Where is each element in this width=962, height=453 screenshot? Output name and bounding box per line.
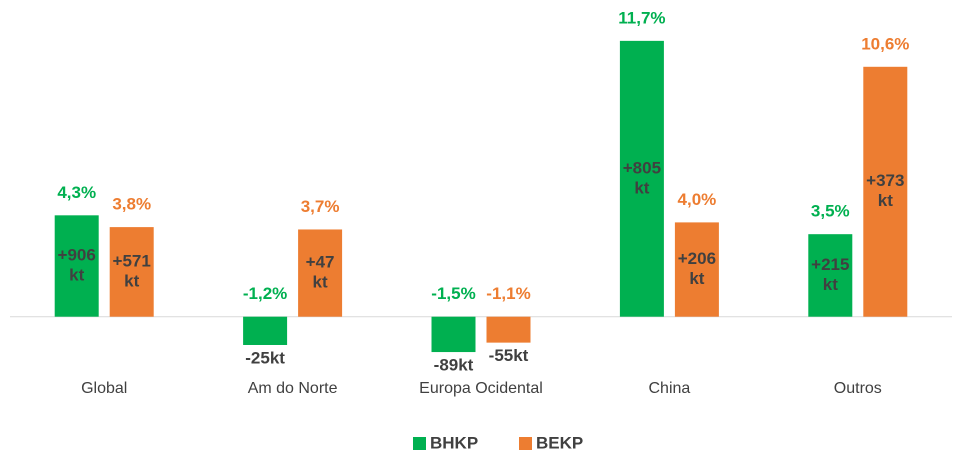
- volume-label: +206: [678, 249, 716, 268]
- x-tick-label: Outros: [834, 380, 882, 397]
- bar: [54, 215, 99, 317]
- value-label: 3,5%: [811, 202, 850, 221]
- volume-label: +373: [866, 171, 904, 190]
- value-label: 11,7%: [618, 8, 665, 27]
- volume-label: -55kt: [489, 346, 529, 365]
- bar: [808, 234, 853, 317]
- volume-label: +906: [58, 245, 96, 264]
- value-label: 4,0%: [678, 190, 717, 209]
- bar: [674, 222, 719, 317]
- volume-label: kt: [313, 273, 328, 292]
- legend-swatch: [413, 437, 426, 450]
- value-label: -1,1%: [486, 284, 530, 303]
- volume-label: +805: [623, 158, 661, 177]
- x-tick-label: Am do Norte: [248, 380, 338, 397]
- bar: [486, 316, 531, 343]
- bar: [243, 316, 288, 345]
- volume-label: +47: [306, 253, 335, 272]
- x-tick-label: China: [648, 380, 690, 397]
- volume-label: kt: [878, 191, 893, 210]
- bar: [109, 227, 154, 317]
- volume-label: -25kt: [245, 348, 285, 367]
- value-label: -1,5%: [431, 284, 475, 303]
- value-label: 3,8%: [112, 195, 151, 214]
- value-label: -1,2%: [243, 284, 287, 303]
- volume-label: kt: [634, 178, 649, 197]
- volume-label: kt: [689, 269, 704, 288]
- value-label: 10,6%: [861, 34, 909, 53]
- volume-label: +215: [811, 255, 849, 274]
- bar: [619, 40, 664, 317]
- value-label: 4,3%: [57, 183, 96, 202]
- volume-label: kt: [124, 271, 139, 290]
- x-tick-label: Global: [81, 380, 127, 397]
- x-tick-label: Europa Ocidental: [419, 380, 543, 397]
- bar: [863, 66, 908, 317]
- volume-label: +571: [113, 251, 151, 270]
- legend-swatch: [519, 437, 532, 450]
- volume-label: kt: [69, 265, 84, 284]
- value-label: 3,7%: [301, 197, 340, 216]
- legend-label: BEKP: [536, 433, 583, 452]
- legend-label: BHKP: [430, 433, 478, 452]
- volume-label: -89kt: [434, 356, 474, 375]
- bar: [431, 316, 476, 353]
- volume-label: kt: [823, 275, 838, 294]
- bar: [298, 229, 343, 317]
